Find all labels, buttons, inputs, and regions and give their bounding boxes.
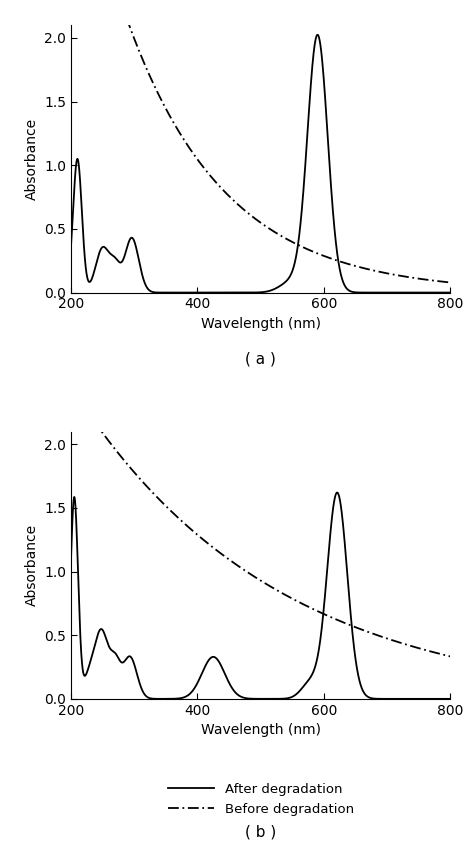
Text: ( b ): ( b ) — [245, 824, 276, 839]
Y-axis label: Absorbance: Absorbance — [25, 118, 39, 200]
Y-axis label: Absorbance: Absorbance — [25, 525, 39, 606]
Text: ( a ): ( a ) — [245, 351, 276, 366]
X-axis label: Wavelength (nm): Wavelength (nm) — [201, 317, 321, 331]
Legend: After degradation, Before degradation: After degradation, Before degradation — [163, 778, 359, 821]
X-axis label: Wavelength (nm): Wavelength (nm) — [201, 723, 321, 738]
